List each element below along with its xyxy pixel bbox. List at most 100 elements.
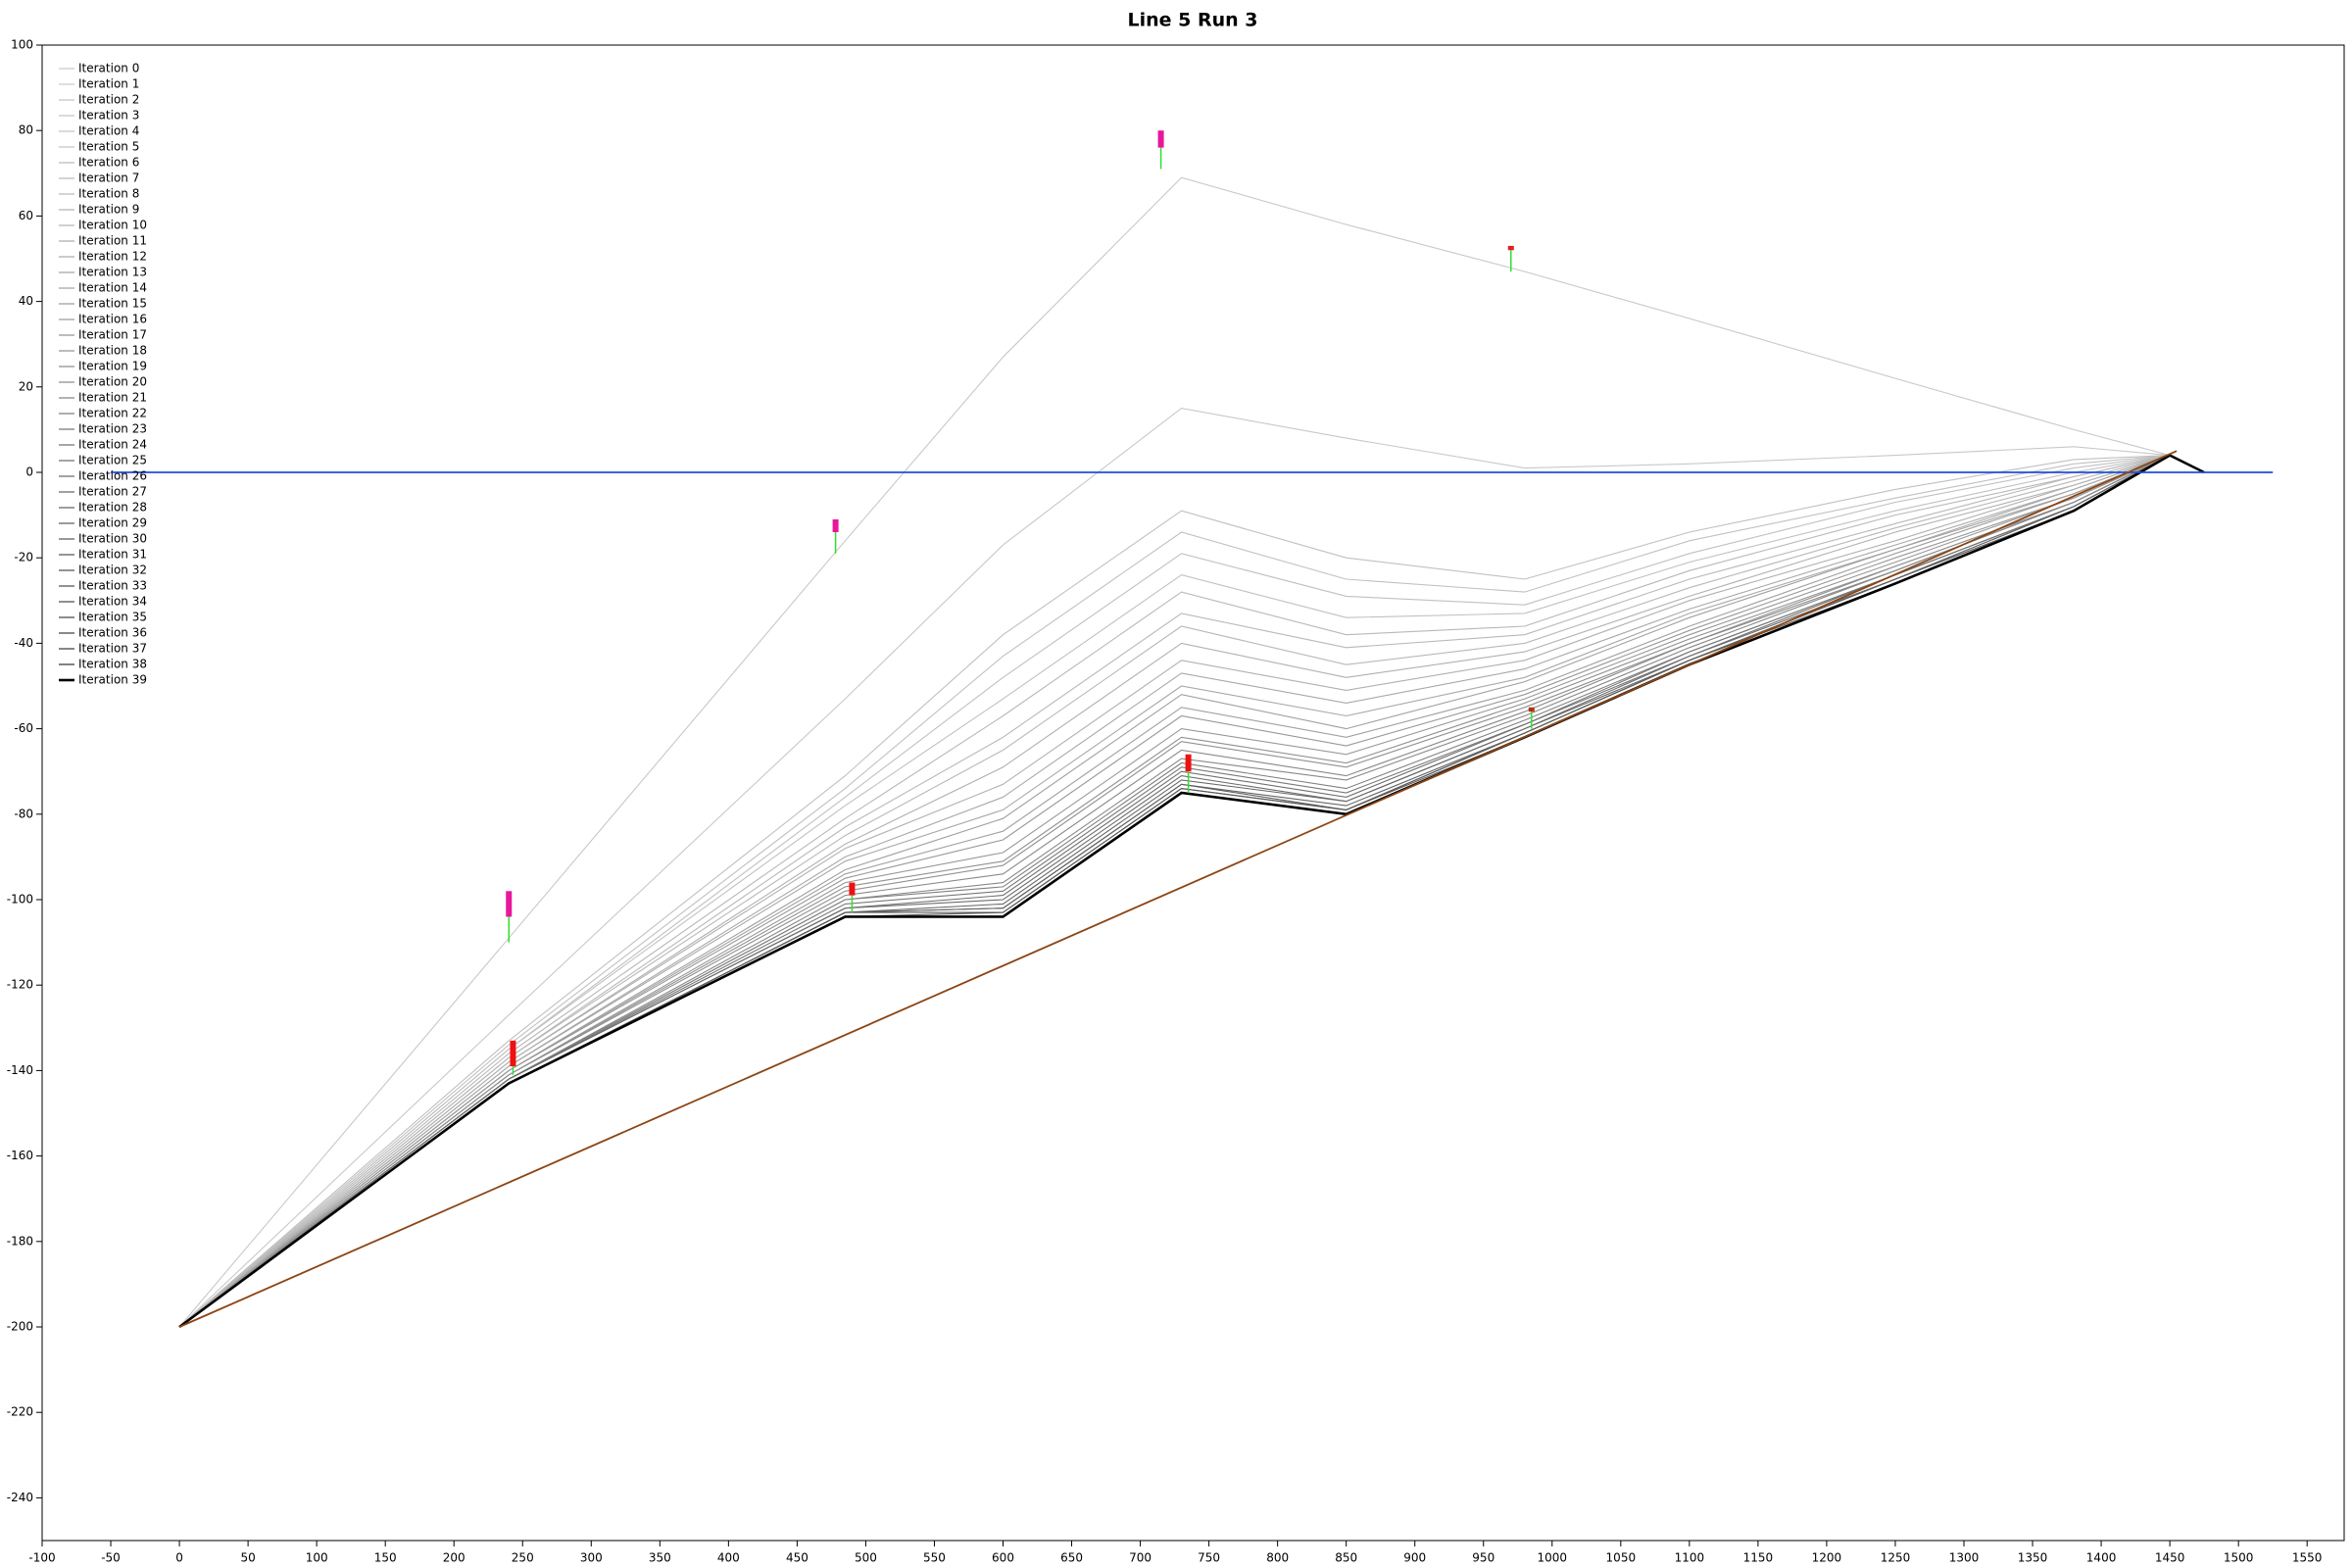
x-tick-label: 500 <box>855 1551 877 1565</box>
x-tick-label: 0 <box>175 1551 183 1565</box>
buoy <box>1157 130 1164 148</box>
iteration-line <box>178 455 2205 1328</box>
x-tick-label: 250 <box>512 1551 534 1565</box>
y-tick-label: 20 <box>19 379 33 393</box>
y-tick-label: 40 <box>19 294 33 308</box>
iteration-line <box>178 455 2205 1328</box>
legend-label: Iteration 20 <box>78 375 147 389</box>
y-tick-label: -100 <box>7 893 33 906</box>
iteration-line <box>178 454 2205 1328</box>
buoy <box>1507 245 1514 251</box>
x-tick-label: 450 <box>786 1551 808 1565</box>
iteration-line <box>178 455 2205 1328</box>
buoy <box>1185 754 1192 772</box>
iteration-line <box>178 454 2205 1328</box>
legend-label: Iteration 2 <box>78 93 139 107</box>
x-tick-label: 1250 <box>1881 1551 1911 1565</box>
x-tick-label: 650 <box>1060 1551 1083 1565</box>
iteration-line <box>178 454 2205 1328</box>
iteration-line <box>178 454 2205 1329</box>
x-tick-label: 350 <box>649 1551 671 1565</box>
buoy <box>1528 707 1535 712</box>
x-tick-label: 850 <box>1335 1551 1357 1565</box>
x-tick-label: 1400 <box>2086 1551 2117 1565</box>
iteration-line <box>178 454 2205 1328</box>
iteration-line <box>178 454 2205 1328</box>
x-tick-label: -100 <box>28 1551 55 1565</box>
iteration-line <box>178 454 2205 1328</box>
y-tick-label: -20 <box>14 551 33 564</box>
buoy <box>506 891 513 917</box>
iteration-line <box>178 454 2205 1328</box>
iteration-line <box>178 455 2205 1328</box>
x-tick-label: 1150 <box>1743 1551 1774 1565</box>
y-tick-label: -140 <box>7 1063 33 1077</box>
legend-label: Iteration 3 <box>78 109 139 122</box>
iteration-line <box>178 454 2205 1328</box>
iteration-line <box>178 454 2205 1328</box>
legend-label: Iteration 32 <box>78 564 147 577</box>
iteration-line <box>178 454 2205 1328</box>
plot-frame <box>41 44 2345 1542</box>
legend-label: Iteration 25 <box>78 454 147 467</box>
legend-label: Iteration 14 <box>78 281 147 295</box>
iteration-line <box>178 454 2205 1328</box>
legend-label: Iteration 11 <box>78 234 147 248</box>
legend-label: Iteration 30 <box>78 532 147 546</box>
x-tick-label: -50 <box>101 1551 121 1565</box>
x-tick-label: 1550 <box>2292 1551 2323 1565</box>
iteration-line <box>178 455 2205 1328</box>
legend-label: Iteration 35 <box>78 611 147 624</box>
x-tick-label: 50 <box>240 1551 255 1565</box>
legend-label: Iteration 34 <box>78 595 147 609</box>
legend-label: Iteration 23 <box>78 422 147 436</box>
iteration-line <box>178 454 2205 1328</box>
y-tick-label: -220 <box>7 1405 33 1419</box>
iteration-line <box>178 454 2205 1328</box>
x-tick-label: 1500 <box>2224 1551 2254 1565</box>
x-tick-label: 700 <box>1129 1551 1152 1565</box>
iteration-line <box>178 454 2205 1328</box>
legend-label: Iteration 27 <box>78 485 147 499</box>
iteration-line <box>178 454 2205 1328</box>
y-tick-label: -80 <box>14 807 33 820</box>
y-tick-label: -40 <box>14 636 33 650</box>
x-tick-label: 750 <box>1198 1551 1220 1565</box>
y-tick-label: -160 <box>7 1149 33 1162</box>
legend-label: Iteration 22 <box>78 407 147 420</box>
legend-label: Iteration 24 <box>78 438 147 452</box>
y-tick-label: 60 <box>19 209 33 222</box>
x-tick-label: 600 <box>992 1551 1014 1565</box>
legend-label: Iteration 5 <box>78 140 139 154</box>
x-tick-label: 1200 <box>1812 1551 1842 1565</box>
x-tick-label: 150 <box>374 1551 397 1565</box>
x-tick-label: 1050 <box>1606 1551 1637 1565</box>
legend-label: Iteration 38 <box>78 658 147 671</box>
legend-label: Iteration 12 <box>78 250 147 264</box>
x-tick-label: 200 <box>443 1551 466 1565</box>
x-tick-label: 400 <box>717 1551 740 1565</box>
legend-label: Iteration 6 <box>78 156 139 170</box>
y-tick-label: -240 <box>7 1491 33 1504</box>
x-tick-label: 550 <box>923 1551 946 1565</box>
x-tick-label: 1300 <box>1949 1551 1980 1565</box>
legend-label: Iteration 37 <box>78 642 147 656</box>
iteration-line <box>178 455 2205 1328</box>
seabed-line <box>178 450 2178 1328</box>
buoy <box>832 518 839 533</box>
legend-label: Iteration 33 <box>78 579 147 593</box>
buoy <box>849 882 856 896</box>
iteration-line <box>178 454 2205 1328</box>
legend-label: Iteration 18 <box>78 344 147 358</box>
legend-label: Iteration 39 <box>78 673 147 687</box>
legend-label: Iteration 10 <box>78 219 147 232</box>
iteration-line <box>178 454 2205 1328</box>
legend-label: Iteration 36 <box>78 626 147 640</box>
legend-label: Iteration 4 <box>78 124 139 138</box>
iteration-line <box>178 454 2205 1328</box>
legend-label: Iteration 16 <box>78 313 147 326</box>
legend-label: Iteration 26 <box>78 469 147 483</box>
iteration-line <box>178 454 2205 1328</box>
iteration-line <box>178 454 2205 1328</box>
